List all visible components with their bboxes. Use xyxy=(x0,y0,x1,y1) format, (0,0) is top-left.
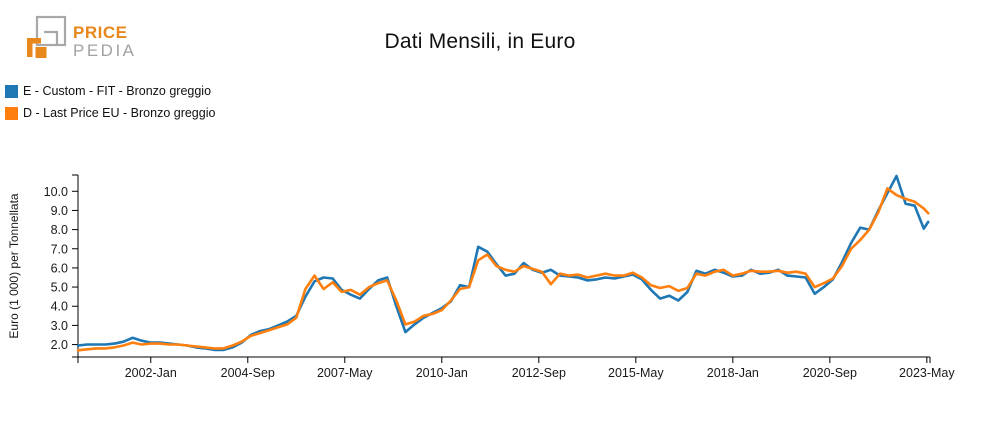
legend-label-fit: E - Custom - FIT - Bronzo greggio xyxy=(23,84,212,98)
series-line-lastprice xyxy=(76,187,930,352)
pricepedia-logo-text: PRICE PEDIA xyxy=(73,12,137,59)
y-axis-tick-label: 8.0 xyxy=(51,223,68,237)
logo-text-price: PRICE xyxy=(73,23,128,42)
x-axis-tick-label: 2010-Jan xyxy=(416,366,468,380)
legend-swatch-blue-icon xyxy=(5,84,18,98)
x-axis-tick-label: 2015-May xyxy=(608,366,664,380)
x-axis-tick-label: 2012-Sep xyxy=(512,366,566,380)
x-axis-tick-label: 2020-Sep xyxy=(803,366,857,380)
x-axis-tick-label: 2007-May xyxy=(317,366,373,380)
x-axis-tick-label: 2023-May xyxy=(899,366,955,380)
y-axis-tick-label: 2.0 xyxy=(51,338,68,352)
pricepedia-logo: PRICE PEDIA xyxy=(22,12,137,68)
legend-item-fit: E - Custom - FIT - Bronzo greggio xyxy=(5,80,215,102)
x-axis-tick-label: 2004-Sep xyxy=(221,366,275,380)
y-axis-tick-label: 9.0 xyxy=(51,204,68,218)
chart-title: Dati Mensili, in Euro xyxy=(384,30,576,53)
x-axis-tick-label: 2018-Jan xyxy=(707,366,759,380)
y-axis-tick-label: 3.0 xyxy=(51,319,68,333)
series-line-fit xyxy=(76,174,930,352)
y-axis-tick-label: 5.0 xyxy=(51,281,68,295)
legend-swatch-orange-icon xyxy=(5,106,18,120)
x-axis-tick-label: 2002-Jan xyxy=(125,366,177,380)
pricepedia-logo-icon xyxy=(27,15,67,58)
legend-label-lastprice: D - Last Price EU - Bronzo greggio xyxy=(23,106,216,120)
y-axis-label: Euro (1 000) per Tonnellata xyxy=(7,193,21,339)
logo-text-pedia: PEDIA xyxy=(73,41,137,60)
y-axis-tick-label: 7.0 xyxy=(51,242,68,256)
legend-item-lastprice: D - Last Price EU - Bronzo greggio xyxy=(5,102,215,124)
y-axis-tick-label: 10.0 xyxy=(44,185,68,199)
y-axis-tick-label: 4.0 xyxy=(51,300,68,314)
chart-legend: E - Custom - FIT - Bronzo greggio D - La… xyxy=(5,80,215,124)
y-axis-tick-label: 6.0 xyxy=(51,261,68,275)
